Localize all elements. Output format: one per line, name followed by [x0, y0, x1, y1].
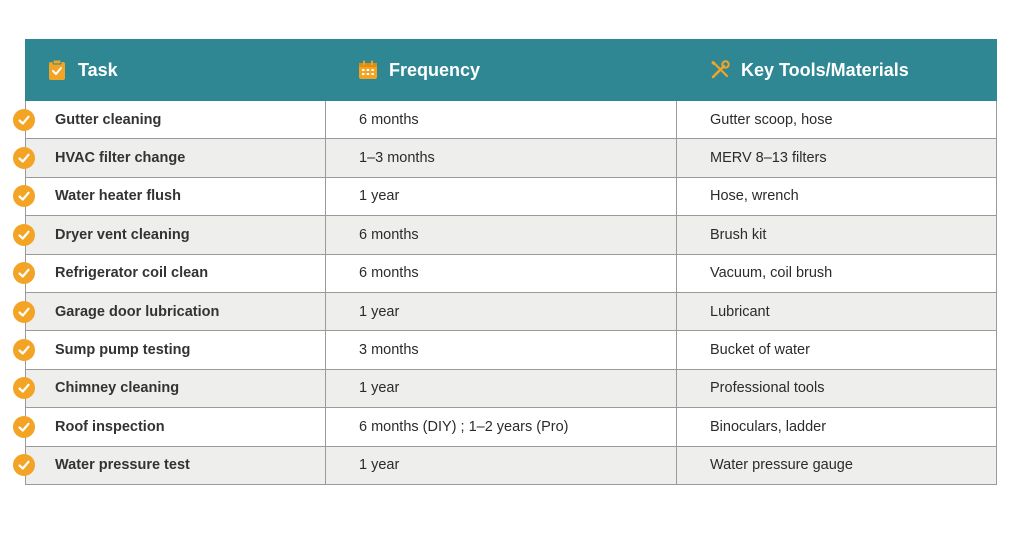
header-tools-label: Key Tools/Materials	[741, 59, 909, 80]
checkmark-icon	[13, 454, 35, 477]
frequency-cell: 1 year	[325, 177, 676, 216]
tools-cell: Water pressure gauge	[676, 446, 998, 484]
table-row: HVAC filter change 1–3 months MERV 8–13 fi…	[13, 139, 998, 178]
checkmark-icon	[13, 415, 35, 438]
frequency-cell: 6 months (DIY) ; 1–2 years (Pro)	[325, 408, 676, 446]
task-cell: Refrigerator coil clean	[55, 265, 209, 282]
frequency-cell: 6 months	[325, 254, 676, 292]
header-task-label: Task	[78, 59, 118, 80]
checkmark-icon	[13, 300, 35, 323]
tools-cell: Lubricant	[676, 292, 998, 331]
table-row: Refrigerator coil clean 6 months Vacuum, c…	[13, 254, 998, 293]
table-row: Water pressure test 1 year Water pressure …	[13, 446, 998, 485]
tools-cell: Brush kit	[676, 216, 998, 254]
checkmark-icon	[13, 147, 35, 170]
table-row: Sump pump testing 3 months Bucket of water	[13, 331, 998, 370]
calendar-icon	[357, 59, 379, 81]
tools-icon	[709, 59, 731, 81]
checkmark-icon	[13, 262, 35, 285]
task-cell: Dryer vent cleaning	[55, 226, 190, 243]
frequency-cell: 1–3 months	[325, 139, 676, 177]
task-cell: Gutter cleaning	[55, 111, 162, 128]
table-row: Chimney cleaning 1 year Professional tools	[13, 369, 998, 409]
clipboard-check-icon	[46, 59, 68, 81]
checkmark-icon	[13, 223, 35, 246]
checkmark-icon	[13, 185, 35, 208]
table-row: Dryer vent cleaning 6 months Brush kit	[13, 216, 998, 255]
task-cell: HVAC filter change	[55, 150, 186, 167]
tools-cell: Vacuum, coil brush	[676, 254, 998, 292]
frequency-cell: 6 months	[325, 101, 676, 139]
tools-cell: Hose, wrench	[676, 177, 998, 216]
frequency-cell: 1 year	[325, 446, 676, 484]
header-tools: Key Tools/Materials	[675, 39, 997, 101]
task-cell: Water pressure test	[55, 457, 190, 474]
table-row: Roof inspection 6 months (DIY) ; 1–2 year…	[13, 408, 998, 447]
checkmark-icon	[13, 339, 35, 362]
task-cell: Garage door lubrication	[55, 303, 220, 320]
tools-cell: Binoculars, ladder	[676, 408, 998, 446]
frequency-cell: 3 months	[325, 331, 676, 369]
tools-cell: Bucket of water	[676, 331, 998, 369]
task-cell: Sump pump testing	[55, 342, 191, 359]
table-row: Garage door lubrication 1 year Lubricant	[13, 292, 998, 332]
task-cell: Chimney cleaning	[55, 380, 180, 397]
tools-cell: MERV 8–13 filters	[676, 139, 998, 177]
table-row: Water heater flush 1 year Hose, wrench	[13, 177, 998, 217]
table-row: Gutter cleaning 6 months Gutter scoop, hos…	[13, 101, 998, 140]
checkmark-icon	[13, 377, 35, 400]
header-task: Task	[25, 39, 324, 101]
header-frequency: Frequency	[324, 39, 675, 101]
frequency-cell: 1 year	[325, 292, 676, 331]
task-cell: Roof inspection	[55, 418, 165, 435]
header-frequency-label: Frequency	[389, 59, 481, 80]
table-header: Task Frequency	[25, 39, 997, 101]
task-cell: Water heater flush	[55, 188, 181, 205]
tools-cell: Gutter scoop, hose	[676, 101, 998, 139]
maintenance-table: Task Frequency	[13, 39, 998, 485]
tools-cell: Professional tools	[676, 369, 998, 408]
checkmark-icon	[13, 108, 35, 131]
table-body: Gutter cleaning 6 months Gutter scoop, hos…	[13, 101, 998, 485]
frequency-cell: 1 year	[325, 369, 676, 408]
frequency-cell: 6 months	[325, 216, 676, 254]
